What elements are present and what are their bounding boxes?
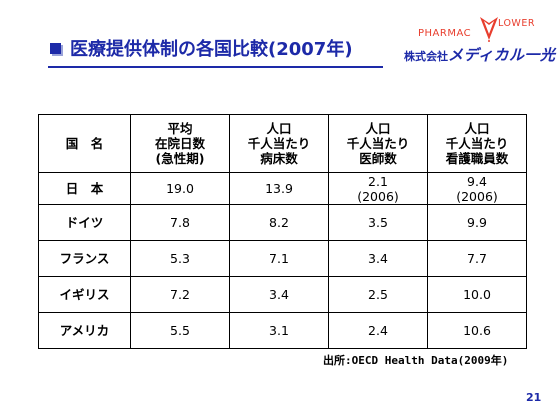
title-underline <box>48 66 383 68</box>
header-line: (急性期) <box>155 151 205 166</box>
header-line: 平均 <box>167 121 193 136</box>
value-cell: 8.2 <box>229 204 329 241</box>
country-cell: 日 本 <box>38 172 131 205</box>
header-line: 人口 <box>365 121 391 136</box>
header-line: 病床数 <box>260 151 298 166</box>
header-doctors: 人口 千人当たり 医師数 <box>328 114 428 173</box>
value-cell: 19.0 <box>130 172 230 205</box>
value-cell: 3.4 <box>229 276 329 313</box>
company-name: 株式会社メディカル一光 <box>404 44 555 65</box>
value-cell: 10.0 <box>427 276 527 313</box>
header-line: 人口 <box>464 121 490 136</box>
table-row: ドイツ 7.8 8.2 3.5 9.9 <box>38 204 527 241</box>
title-bullet-icon <box>50 42 61 54</box>
header-line: 国 名 <box>65 136 104 151</box>
value-line: 13.9 <box>265 181 293 196</box>
value-cell: 2.4 <box>328 312 428 349</box>
header-line: 千人当たり <box>247 136 311 151</box>
source-note: 出所:OECD Health Data(2009年) <box>323 354 509 367</box>
value-cell: 5.3 <box>130 240 230 277</box>
company-prefix: 株式会社 <box>404 50 448 63</box>
value-year-line: (2006) <box>357 188 399 204</box>
header-line: 医師数 <box>359 151 397 166</box>
header-stay-days: 平均 在院日数 (急性期) <box>130 114 230 173</box>
country-cell: イギリス <box>38 276 131 313</box>
value-line: 9.4 <box>467 173 487 189</box>
value-line: 19.0 <box>166 181 194 196</box>
slide-title: 医療提供体制の各国比較(2007年) <box>70 39 353 60</box>
header-beds: 人口 千人当たり 病床数 <box>229 114 329 173</box>
value-cell: 7.2 <box>130 276 230 313</box>
table-row: アメリカ 5.5 3.1 2.4 10.6 <box>38 312 527 349</box>
table-header-row: 国 名 平均 在院日数 (急性期) 人口 千人当たり 病床数 人口 千人当たり … <box>38 114 527 173</box>
flower-logo-icon <box>480 17 498 42</box>
country-cell: アメリカ <box>38 312 131 349</box>
comparison-table: 国 名 平均 在院日数 (急性期) 人口 千人当たり 病床数 人口 千人当たり … <box>38 114 527 349</box>
value-cell: 2.5 <box>328 276 428 313</box>
value-cell: 7.8 <box>130 204 230 241</box>
value-cell: 7.1 <box>229 240 329 277</box>
header-line: 人口 <box>266 121 292 136</box>
header-line: 千人当たり <box>346 136 410 151</box>
value-cell: 9.9 <box>427 204 527 241</box>
country-cell: ドイツ <box>38 204 131 241</box>
value-cell: 5.5 <box>130 312 230 349</box>
table-row: イギリス 7.2 3.4 2.5 10.0 <box>38 276 527 313</box>
value-line: 2.1 <box>368 173 388 189</box>
table-row: 日 本 19.0 13.9 2.1 (2006) 9.4 (2006) <box>38 172 527 205</box>
title-row: 医療提供体制の各国比較(2007年) <box>50 36 353 60</box>
value-cell: 7.7 <box>427 240 527 277</box>
header-line: 在院日数 <box>154 136 205 151</box>
country-cell: フランス <box>38 240 131 277</box>
header-line: 千人当たり <box>445 136 509 151</box>
header-nurses: 人口 千人当たり 看護職員数 <box>427 114 527 173</box>
value-cell: 10.6 <box>427 312 527 349</box>
company-brand: メディカル一光 <box>448 46 556 64</box>
value-cell: 3.4 <box>328 240 428 277</box>
logo-text-right: LOWER <box>498 18 535 29</box>
header-country: 国 名 <box>38 114 131 173</box>
table-row: フランス 5.3 7.1 3.4 7.7 <box>38 240 527 277</box>
logo-text-left: PHARMAC <box>418 28 472 39</box>
value-cell: 3.5 <box>328 204 428 241</box>
page-number: 21 <box>526 391 542 404</box>
value-cell: 9.4 (2006) <box>427 172 527 205</box>
header-line: 看護職員数 <box>445 151 509 166</box>
value-cell: 3.1 <box>229 312 329 349</box>
value-cell: 2.1 (2006) <box>328 172 428 205</box>
value-year-line: (2006) <box>456 188 498 204</box>
value-cell: 13.9 <box>229 172 329 205</box>
company-logo: PHARMAC LOWER <box>418 8 558 60</box>
